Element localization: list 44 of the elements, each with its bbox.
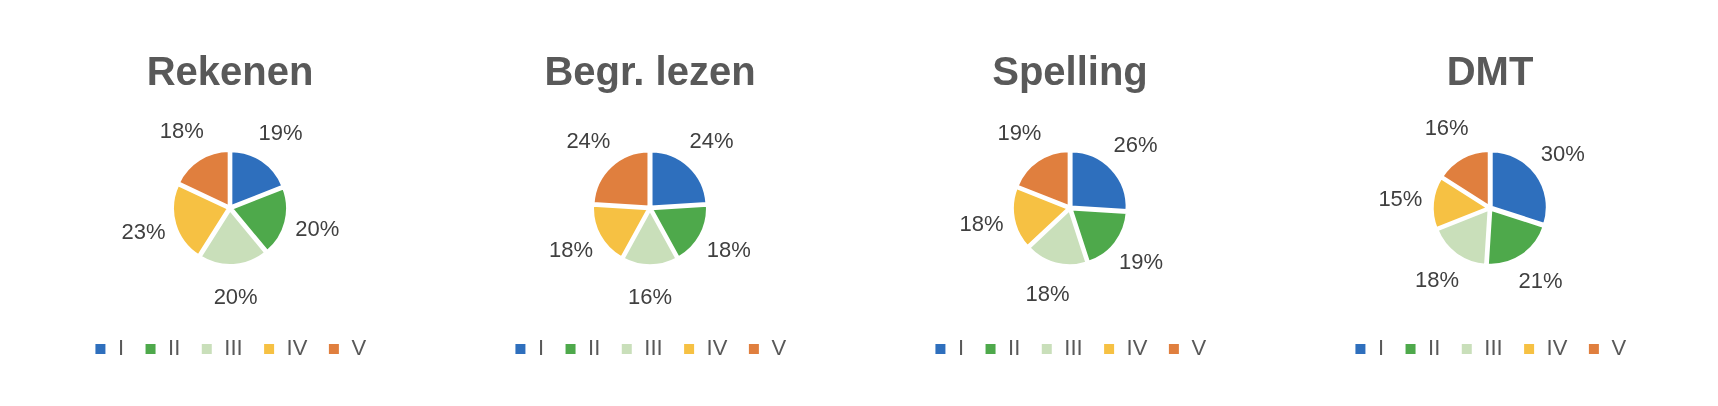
data-label: 15% — [1378, 185, 1423, 211]
legend-label: II — [168, 335, 181, 361]
legend-label: IV — [1546, 335, 1568, 361]
data-label: 18% — [1415, 266, 1460, 292]
data-label: 20% — [295, 216, 340, 242]
legend-label: IV — [706, 335, 728, 361]
chart-title: Spelling — [992, 49, 1148, 94]
data-label: 19% — [258, 119, 303, 145]
data-label: 23% — [121, 219, 166, 245]
data-label: 19% — [1119, 249, 1164, 275]
legend-label: III — [224, 335, 243, 361]
legend-label: IV — [1126, 335, 1148, 361]
data-label: 18% — [959, 210, 1004, 236]
legend-label: III — [1064, 335, 1083, 361]
data-label: 30% — [1540, 141, 1585, 167]
legend-label: II — [1428, 335, 1441, 361]
data-label: 16% — [1424, 115, 1469, 141]
legend-label: V — [1611, 335, 1627, 361]
data-label: 26% — [1113, 132, 1158, 158]
data-label: 20% — [213, 283, 258, 309]
data-label: 24% — [689, 128, 734, 154]
data-label: 16% — [627, 284, 673, 310]
legend-label: II — [1008, 335, 1021, 361]
legend-label: III — [644, 335, 663, 361]
legend-label: IV — [286, 335, 308, 361]
data-label: 18% — [706, 237, 751, 263]
legend-label: II — [588, 335, 601, 361]
data-label: 19% — [997, 119, 1042, 145]
chart-title: Begr. lezen — [544, 49, 756, 94]
legend-label: I — [1377, 335, 1385, 361]
legend-label: V — [351, 335, 367, 361]
chart-title: DMT — [1446, 49, 1534, 94]
data-label: 24% — [566, 128, 611, 154]
data-label: 21% — [1518, 268, 1563, 294]
legend-label: I — [957, 335, 965, 361]
data-label: 18% — [159, 118, 204, 144]
legend-label: I — [537, 335, 545, 361]
legend-label: III — [1484, 335, 1503, 361]
data-label: 18% — [1025, 281, 1070, 307]
data-label: 18% — [549, 237, 594, 263]
legend-label: V — [1191, 335, 1207, 361]
legend-label: V — [771, 335, 787, 361]
chart-title: Rekenen — [146, 49, 314, 94]
legend-label: I — [117, 335, 125, 361]
